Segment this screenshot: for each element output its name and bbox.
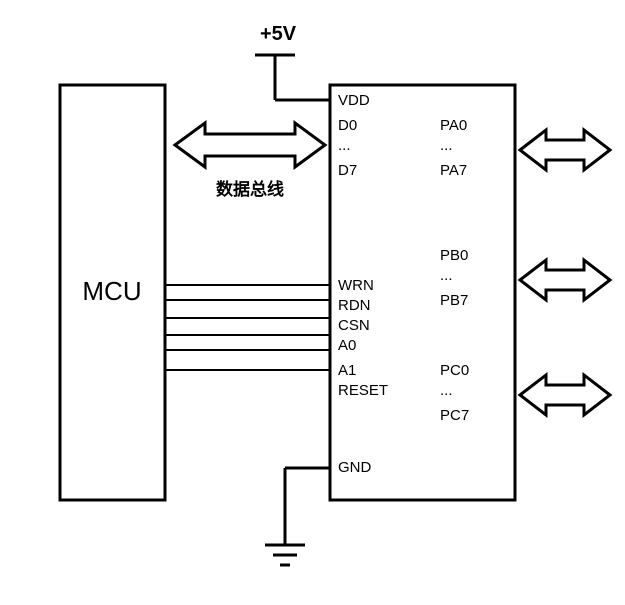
label: CSN — [338, 317, 370, 334]
double-arrow — [520, 260, 610, 300]
double-arrow — [520, 375, 610, 415]
label: PC0 — [440, 362, 469, 379]
label: PB0 — [440, 247, 468, 264]
label: GND — [338, 459, 372, 476]
label: A0 — [338, 337, 356, 354]
label: ... — [440, 137, 453, 154]
label: 数据总线 — [216, 179, 284, 199]
label: MCU — [82, 276, 141, 306]
label: PA0 — [440, 117, 467, 134]
label: D0 — [338, 117, 357, 134]
double-arrow — [175, 123, 325, 167]
double-arrow — [520, 130, 610, 170]
label: A1 — [338, 362, 356, 379]
label: ... — [440, 267, 453, 284]
label: RDN — [338, 297, 371, 314]
label: PA7 — [440, 162, 467, 179]
label: VDD — [338, 92, 370, 109]
label: +5V — [260, 23, 297, 45]
label: WRN — [338, 277, 374, 294]
label: D7 — [338, 162, 357, 179]
label: ... — [338, 137, 351, 154]
label: PB7 — [440, 292, 468, 309]
label: RESET — [338, 382, 388, 399]
label: PC7 — [440, 407, 469, 424]
label: ... — [440, 382, 453, 399]
block-diagram: MCU VDD D0... D7 WRN RDN CSN A0 A1 RESET GND PA0...… — [0, 0, 625, 605]
